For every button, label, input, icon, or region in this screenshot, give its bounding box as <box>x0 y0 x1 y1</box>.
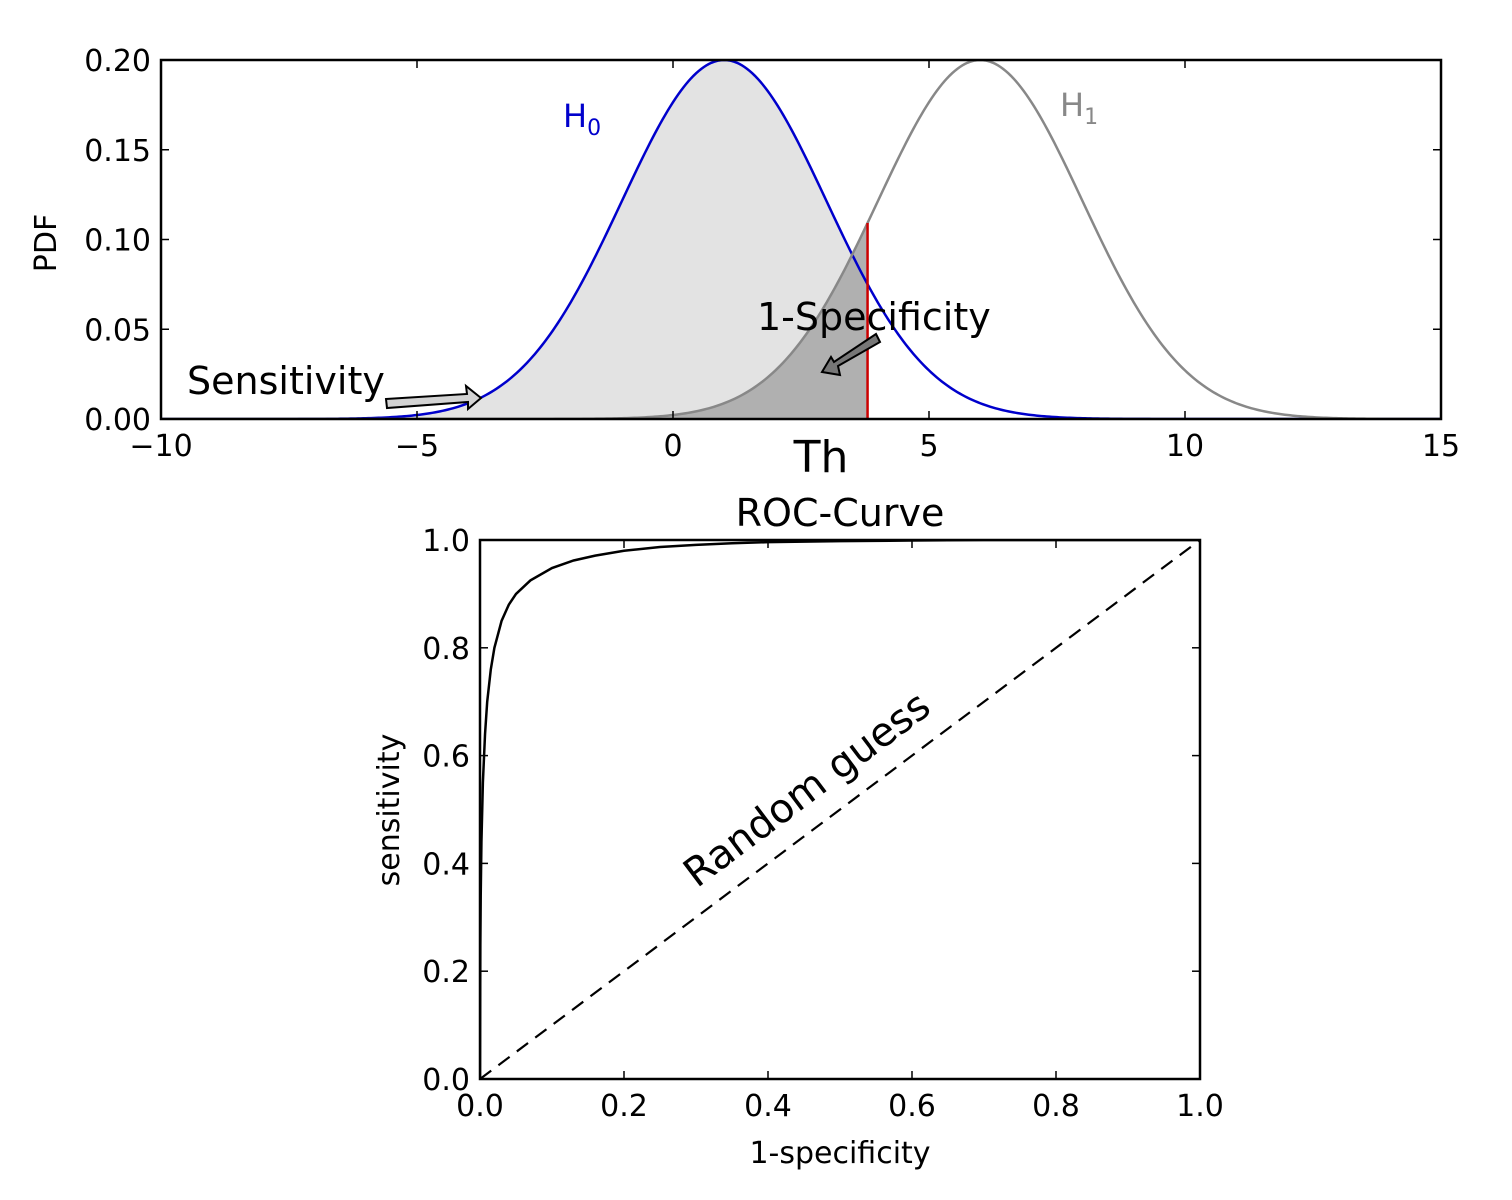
roc-y-tick-label: 0.2 <box>422 955 470 990</box>
roc-x-tick-label: 0.4 <box>744 1089 792 1124</box>
sensitivity-annotation: Sensitivity <box>187 359 385 403</box>
pdf-x-tick-label: 10 <box>1166 429 1204 464</box>
roc-y-axis-label: sensitivity <box>372 734 407 887</box>
roc-x-tick-label: 0.8 <box>1032 1089 1080 1124</box>
roc-y-tick-label: 0.4 <box>422 847 470 882</box>
roc-x-tick-label: 0.6 <box>888 1089 936 1124</box>
roc-x-tick-label: 0.2 <box>600 1089 648 1124</box>
random-guess-annotation: Random guess <box>675 683 939 897</box>
roc-y-tick-label: 0.8 <box>422 632 470 667</box>
h1-curve <box>161 60 1441 419</box>
roc-x-tick-label: 1.0 <box>1176 1089 1224 1124</box>
roc-title: ROC-Curve <box>736 491 945 535</box>
pdf-x-tick-label: 0 <box>663 429 682 464</box>
random-guess-line <box>480 540 1200 1079</box>
pdf-x-tick-label: 15 <box>1422 429 1460 464</box>
pdf-y-axis-label: PDF <box>29 214 64 272</box>
threshold-label: Th <box>793 432 849 483</box>
pdf-x-tick-label: 5 <box>919 429 938 464</box>
pdf-y-tick-label: 0.00 <box>84 403 151 438</box>
pdf-y-tick-label: 0.20 <box>84 44 151 79</box>
pdf-x-tick-label: −5 <box>395 429 439 464</box>
h0-label: H0 <box>563 97 601 141</box>
roc-axes-frame <box>478 538 1202 1081</box>
pdf-y-tick-label: 0.05 <box>84 313 151 348</box>
roc-x-axis-label: 1-specificity <box>749 1136 930 1171</box>
sensitivity-arrow <box>384 383 483 412</box>
pdf-chart: −10 −5 0 5 10 15 0.00 0.05 0.10 0.15 0.20 PDF H0 H… <box>29 44 1460 483</box>
roc-y-tick-label: 0.0 <box>422 1063 470 1098</box>
h0-shaded-region <box>161 60 868 419</box>
one-minus-specificity-annotation: 1-Specificity <box>757 295 991 339</box>
roc-chart: ROC-Curve 0.0 0.2 0.4 0.6 0.8 1.0 0.0 0.2 0.4 0.6… <box>372 491 1224 1171</box>
roc-y-tick-label: 1.0 <box>422 524 470 559</box>
pdf-y-tick-label: 0.10 <box>84 224 151 259</box>
h1-label: H1 <box>1060 86 1098 130</box>
pdf-y-tick-label: 0.15 <box>84 134 151 169</box>
h1-shaded-region <box>161 222 868 419</box>
one-minus-specificity-arrow <box>820 332 882 377</box>
pdf-x-tick-label: −10 <box>129 429 192 464</box>
roc-x-tick-label: 0.0 <box>456 1089 504 1124</box>
roc-y-tick-label: 0.6 <box>422 740 470 775</box>
pdf-ticks: −10 −5 0 5 10 15 0.00 0.05 0.10 0.15 0.20 <box>84 44 1460 464</box>
roc-ticks: 0.0 0.2 0.4 0.6 0.8 1.0 0.0 0.2 0.4 0.6 0.8 1.0 <box>422 524 1224 1124</box>
